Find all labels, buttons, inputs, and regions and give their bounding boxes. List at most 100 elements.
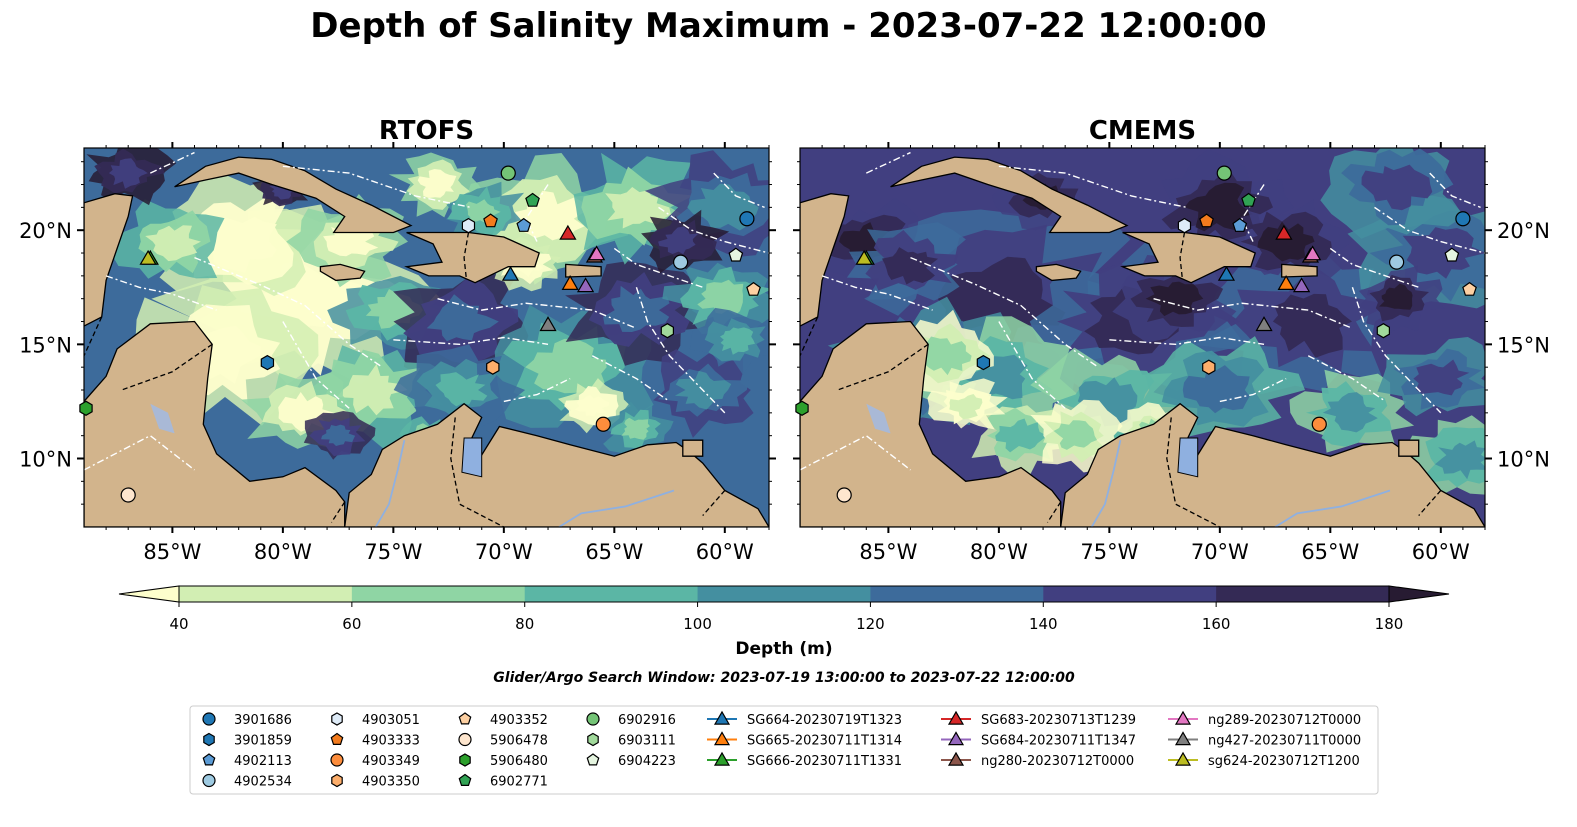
eez-line — [635, 287, 726, 414]
observation-4903352 — [1462, 281, 1477, 296]
observation-ng289-20230712T0000 — [588, 245, 606, 261]
legend-marker — [459, 753, 471, 767]
legend-label: SG684-20230711T1347 — [981, 734, 1136, 749]
colorbar-frame — [178, 585, 1390, 603]
legend-label: SG665-20230711T1314 — [747, 734, 902, 749]
legend-marker — [202, 773, 216, 788]
legend-marker — [458, 773, 472, 787]
depth-contour — [1182, 365, 1250, 414]
eez-line — [149, 151, 195, 174]
colorbar-label: Depth (m) — [735, 639, 832, 659]
x-tick-label: 85°W — [143, 540, 201, 564]
landmass — [1398, 439, 1420, 457]
legend-marker — [587, 732, 599, 747]
observation-4903352 — [746, 281, 761, 296]
depth-contour — [1402, 227, 1485, 279]
depth-contour — [1257, 221, 1315, 262]
eez-line — [84, 434, 195, 471]
country-border — [702, 490, 726, 517]
legend-marker — [947, 731, 965, 746]
depth-contour — [1361, 164, 1433, 211]
colorbar: 40 60 80 100 120 140 160 180 Depth (m) — [118, 585, 1450, 659]
colorbar-bin — [1043, 586, 1217, 602]
x-tick-label: 75°W — [1080, 540, 1138, 564]
legend-label: 6902916 — [618, 713, 676, 728]
eez-line — [1429, 172, 1481, 209]
observation-ng427-20230711T0000 — [539, 316, 557, 332]
eez-line — [998, 165, 1187, 209]
eez-line — [437, 298, 637, 330]
observation-6904223 — [728, 247, 744, 262]
legend-marker — [331, 712, 343, 726]
observation-ng427-20230711T0000 — [1255, 316, 1273, 332]
depth-contour — [658, 226, 699, 255]
colorbar-tick-label: 160 — [1202, 615, 1231, 633]
y-tick-label: 10°N — [1497, 448, 1550, 472]
x-tick-label: 80°W — [970, 540, 1028, 564]
observation-5906478 — [836, 487, 852, 503]
legend-label: 5906480 — [490, 754, 548, 769]
landmass — [84, 193, 134, 327]
observation-SG684-20230711T1347 — [1292, 277, 1311, 293]
x-tick-label: 70°W — [1191, 540, 1249, 564]
x-tick-label: 65°W — [585, 540, 643, 564]
eez-line — [282, 165, 471, 209]
x-tick-label: 85°W — [859, 540, 917, 564]
depth-contour — [882, 247, 938, 285]
observation-4903349 — [1311, 416, 1327, 432]
observation-6902771 — [1241, 192, 1256, 207]
legend-label: 4903349 — [362, 754, 420, 769]
legend-marker — [1174, 751, 1192, 766]
landmass — [174, 156, 413, 234]
eez-line — [1153, 298, 1353, 330]
depth-contour — [525, 338, 607, 394]
figure-title: Depth of Salinity Maximum - 2023-07-22 1… — [310, 6, 1267, 46]
eez-boundaries — [84, 151, 769, 471]
legend-marker — [713, 710, 731, 725]
legend-label: SG683-20230713T1239 — [981, 713, 1136, 728]
legend-marker — [586, 712, 600, 726]
colorbar-tick-label: 80 — [515, 615, 534, 633]
depth-contour — [417, 169, 457, 198]
depth-contour — [337, 363, 408, 416]
salinity-field — [84, 148, 769, 527]
observation-6902916 — [1216, 165, 1232, 181]
legend-label: 3901859 — [234, 734, 292, 749]
observation-SG664-20230719T1323 — [1217, 265, 1236, 281]
legend-marker — [947, 710, 965, 725]
legend-marker — [331, 773, 343, 788]
observation-3901686 — [1455, 211, 1471, 227]
colorbar-extend-high — [1388, 585, 1450, 603]
depth-contour — [1053, 420, 1097, 450]
country-border — [330, 501, 346, 523]
landmass — [890, 156, 1129, 234]
depth-contour — [603, 285, 670, 332]
observation-4902113 — [516, 217, 532, 232]
country-border — [463, 232, 470, 279]
observation-SG665-20230711T1314 — [561, 274, 579, 290]
observation-4903333 — [483, 213, 498, 228]
country-border — [121, 343, 213, 391]
eez-line — [1374, 206, 1485, 254]
legend-marker — [713, 751, 731, 766]
legend-label: 6902771 — [490, 775, 548, 790]
eez-line — [910, 256, 1099, 368]
panel-title: RTOFS — [379, 116, 474, 146]
landmass — [800, 320, 1062, 527]
land — [84, 156, 769, 527]
country-border — [1166, 417, 1221, 527]
depth-contour — [949, 394, 983, 420]
x-tick-label: 75°W — [364, 540, 422, 564]
y-tick-label: 10°N — [19, 448, 72, 472]
legend-label: 6903111 — [618, 734, 676, 749]
eez-boundaries — [800, 151, 1485, 471]
colorbar-extend-low — [118, 585, 180, 603]
depth-contour — [574, 395, 610, 417]
legend-label: SG664-20230719T1323 — [747, 713, 902, 728]
observation-4903051 — [461, 217, 476, 234]
country-border — [1179, 232, 1186, 279]
observation-4903051 — [1177, 217, 1192, 234]
observation-SG665-20230711T1314 — [1277, 274, 1295, 290]
observations — [795, 165, 1477, 503]
